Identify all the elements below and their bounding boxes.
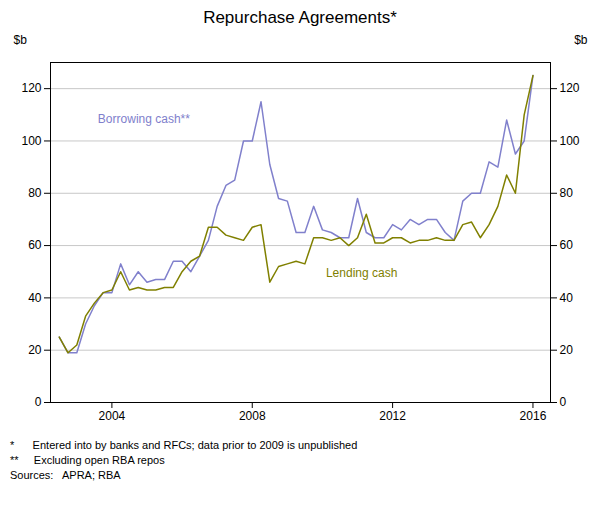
- svg-text:2008: 2008: [239, 409, 266, 423]
- svg-text:40: 40: [560, 291, 574, 305]
- svg-text:2016: 2016: [520, 409, 547, 423]
- svg-text:80: 80: [560, 186, 574, 200]
- svg-text:120: 120: [560, 81, 580, 95]
- svg-text:40: 40: [28, 291, 42, 305]
- svg-text:20: 20: [28, 343, 42, 357]
- svg-text:0: 0: [560, 395, 567, 409]
- svg-text:120: 120: [21, 81, 41, 95]
- svg-text:80: 80: [28, 186, 42, 200]
- svg-text:$b: $b: [14, 33, 28, 47]
- svg-text:60: 60: [560, 238, 574, 252]
- html-text:* Entered into by banks and RF: * Entered into by banks and RFCs; data p…: [10, 439, 358, 451]
- svg-text:100: 100: [21, 134, 41, 148]
- html-text:** Excluding open RBA repos: ** Excluding open RBA repos: [10, 454, 165, 466]
- html-text:Repurchase Agreements*: Repurchase Agreements*: [203, 8, 397, 27]
- html-text:Sources: APRA; RBA: Sources: APRA; RBA: [10, 469, 121, 481]
- svg-text:2004: 2004: [99, 409, 126, 423]
- svg-text:Lending cash: Lending cash: [326, 266, 397, 280]
- svg-text:20: 20: [560, 343, 574, 357]
- svg-text:60: 60: [28, 238, 42, 252]
- svg-text:0: 0: [35, 395, 42, 409]
- svg-text:$b: $b: [574, 33, 588, 47]
- svg-text:2012: 2012: [379, 409, 406, 423]
- svg-text:100: 100: [560, 134, 580, 148]
- svg-text:Borrowing cash**: Borrowing cash**: [98, 112, 190, 126]
